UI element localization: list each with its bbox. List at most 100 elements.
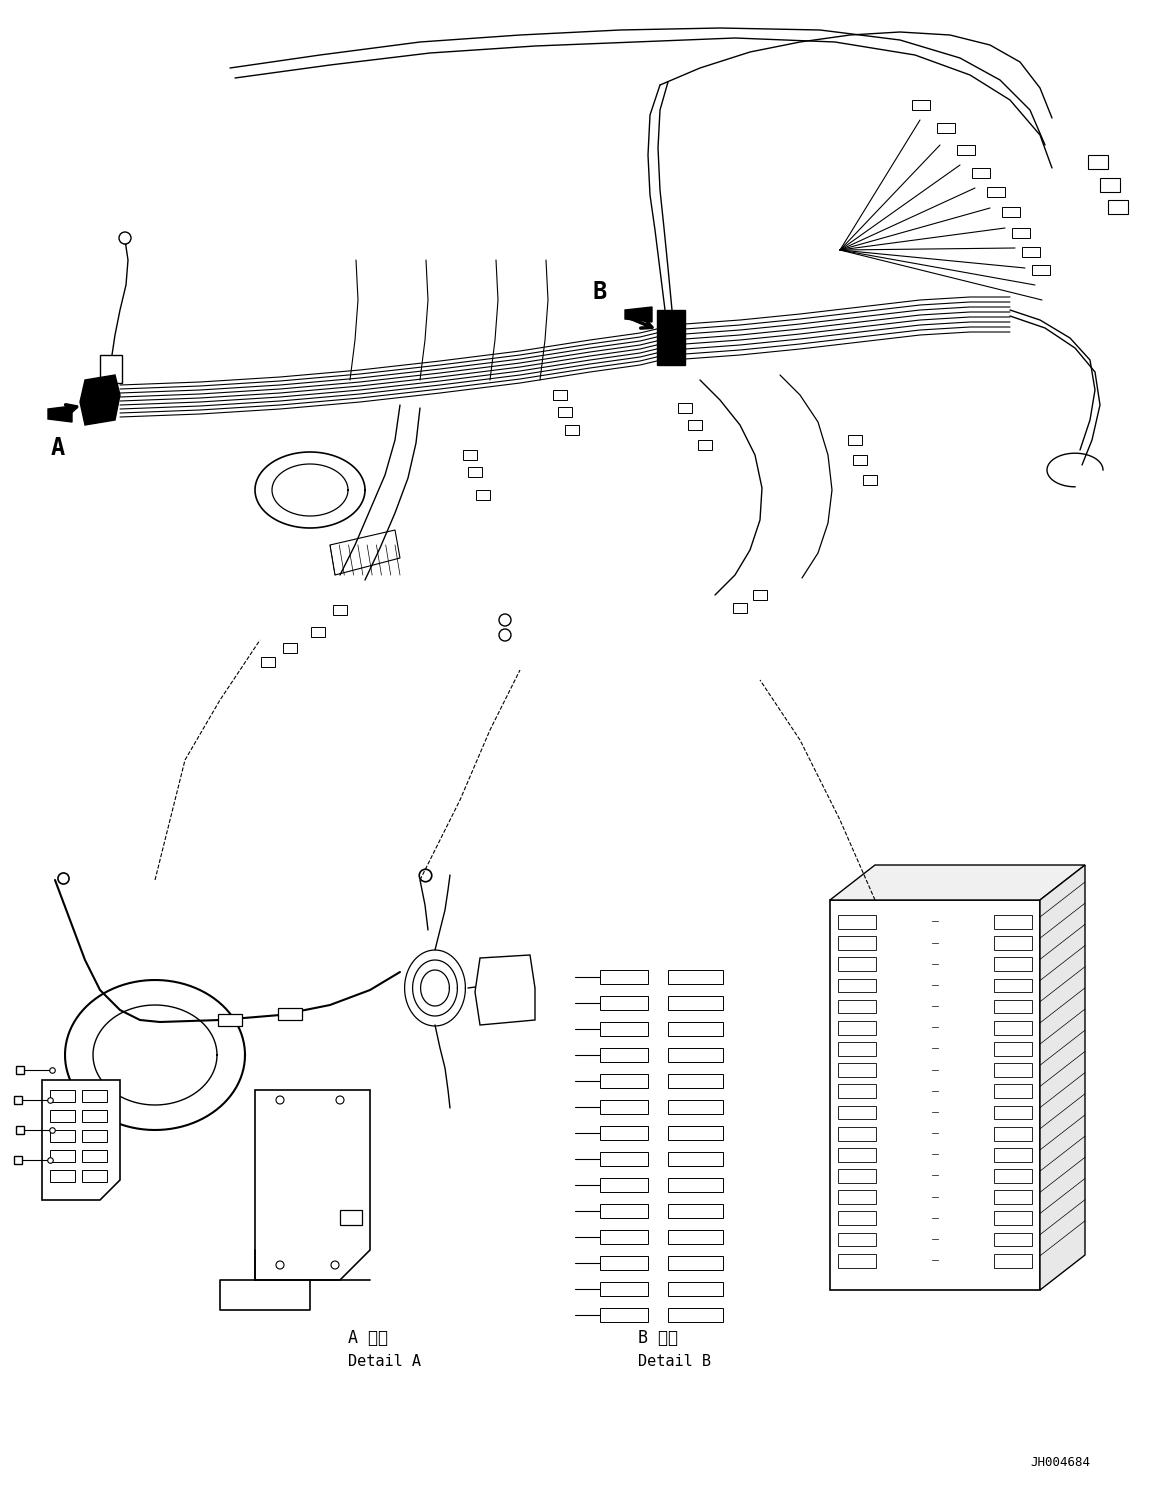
Bar — [839, 957, 876, 972]
Bar — [83, 1129, 107, 1141]
Text: JH004684: JH004684 — [1030, 1455, 1090, 1469]
Bar — [839, 1042, 876, 1056]
Circle shape — [276, 1097, 284, 1104]
Bar — [600, 1308, 648, 1321]
Bar — [839, 1170, 876, 1183]
Circle shape — [499, 629, 511, 641]
Bar — [340, 1210, 362, 1225]
Polygon shape — [80, 375, 120, 426]
Bar — [848, 434, 862, 445]
Bar — [994, 1147, 1032, 1162]
Bar — [994, 915, 1032, 929]
Bar — [311, 626, 324, 637]
Polygon shape — [830, 865, 1085, 900]
Bar — [558, 408, 572, 417]
Bar — [600, 1178, 648, 1192]
Bar — [476, 490, 490, 500]
Bar — [600, 1048, 648, 1062]
Bar — [668, 1178, 723, 1192]
Bar — [600, 1152, 648, 1167]
Bar — [668, 1074, 723, 1088]
Bar — [333, 606, 347, 615]
Bar — [83, 1091, 107, 1103]
Bar — [668, 1100, 723, 1115]
Bar — [668, 1283, 723, 1296]
Bar — [937, 124, 955, 132]
Bar — [668, 1126, 723, 1140]
Bar — [600, 1283, 648, 1296]
Polygon shape — [255, 1091, 370, 1280]
Bar — [957, 144, 975, 155]
Bar — [994, 1190, 1032, 1204]
Bar — [912, 100, 930, 110]
Bar — [600, 1231, 648, 1244]
Bar — [839, 1000, 876, 1013]
Bar — [994, 1211, 1032, 1225]
Bar — [261, 658, 274, 667]
Bar — [863, 475, 877, 485]
Bar — [839, 1211, 876, 1225]
Bar — [972, 168, 990, 179]
Bar — [994, 1254, 1032, 1268]
Bar — [839, 1190, 876, 1204]
Bar — [657, 310, 685, 365]
Bar — [668, 995, 723, 1010]
Bar — [994, 979, 1032, 992]
Bar — [283, 643, 297, 653]
Bar — [994, 936, 1032, 949]
Bar — [830, 900, 1040, 1290]
Bar — [839, 1064, 876, 1077]
Bar — [839, 1254, 876, 1268]
Text: Detail B: Detail B — [638, 1354, 711, 1369]
Bar — [839, 1232, 876, 1247]
Bar — [698, 440, 712, 449]
Bar — [1003, 207, 1020, 217]
Bar — [1012, 228, 1030, 238]
Circle shape — [119, 232, 131, 244]
Text: B 詳細: B 詳細 — [638, 1329, 678, 1347]
Bar — [839, 1106, 876, 1119]
Bar — [839, 915, 876, 929]
Polygon shape — [48, 406, 72, 423]
Circle shape — [276, 1260, 284, 1269]
Bar — [994, 1126, 1032, 1140]
Bar — [688, 420, 702, 430]
Text: A 詳細: A 詳細 — [348, 1329, 388, 1347]
Bar — [668, 1231, 723, 1244]
Bar — [994, 1170, 1032, 1183]
Bar — [552, 390, 568, 400]
Bar — [668, 970, 723, 984]
Bar — [994, 1085, 1032, 1098]
Bar — [50, 1170, 74, 1181]
Bar — [600, 1126, 648, 1140]
Circle shape — [499, 615, 511, 626]
Bar — [852, 455, 866, 466]
Bar — [463, 449, 477, 460]
Bar — [1022, 247, 1040, 257]
Bar — [678, 403, 692, 414]
Bar — [600, 1100, 648, 1115]
Bar — [668, 1308, 723, 1321]
Bar — [839, 1147, 876, 1162]
Polygon shape — [625, 307, 652, 321]
Bar — [1100, 179, 1120, 192]
Bar — [83, 1150, 107, 1162]
Text: B: B — [593, 280, 607, 304]
Bar — [668, 1204, 723, 1219]
Bar — [278, 1007, 302, 1019]
Bar — [668, 1256, 723, 1269]
Bar — [733, 603, 747, 613]
Bar — [468, 467, 481, 478]
Polygon shape — [475, 955, 535, 1025]
Polygon shape — [42, 1080, 120, 1199]
Bar — [600, 1204, 648, 1219]
Bar — [839, 1126, 876, 1140]
Bar — [600, 1022, 648, 1036]
Bar — [50, 1091, 74, 1103]
Bar — [600, 1256, 648, 1269]
Bar — [994, 1021, 1032, 1034]
Bar — [668, 1022, 723, 1036]
Bar — [994, 1042, 1032, 1056]
Bar — [83, 1170, 107, 1181]
Bar — [994, 957, 1032, 972]
